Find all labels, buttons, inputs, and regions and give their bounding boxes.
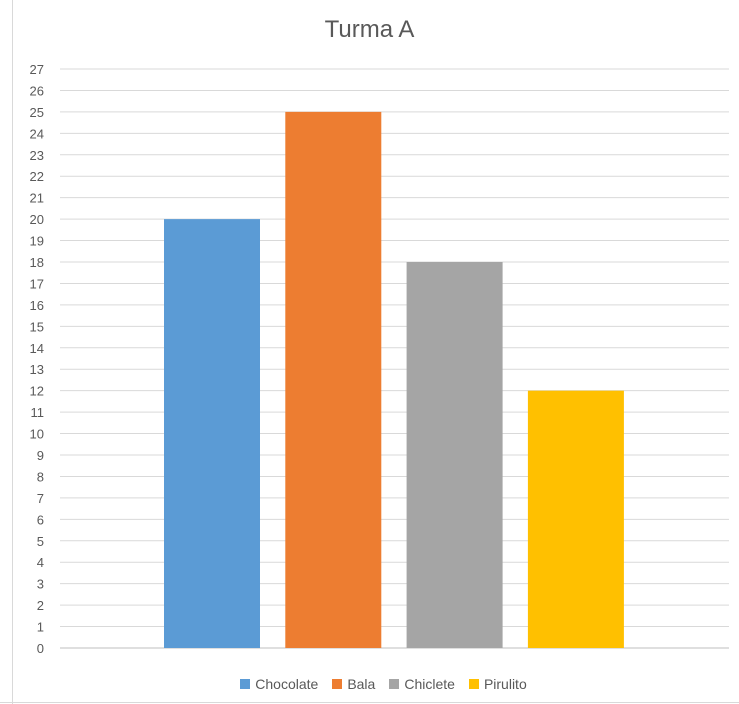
y-tick-label: 19 xyxy=(30,234,44,249)
legend-item-pirulito: Pirulito xyxy=(468,676,527,692)
bar-chiclete xyxy=(406,262,503,648)
y-tick-label: 0 xyxy=(37,641,44,656)
legend-swatch xyxy=(389,679,400,689)
legend-label: Pirulito xyxy=(483,676,527,692)
y-tick-label: 8 xyxy=(37,469,44,484)
legend-swatch xyxy=(468,679,479,689)
legend-item-chiclete: Chiclete xyxy=(389,676,455,692)
y-tick-label: 24 xyxy=(30,126,44,141)
y-tick-label: 16 xyxy=(30,298,44,313)
legend-swatch xyxy=(332,679,343,689)
bar-chocolate xyxy=(164,219,260,648)
y-tick-label: 15 xyxy=(30,319,44,334)
y-tick-label: 9 xyxy=(37,448,44,463)
y-tick-label: 23 xyxy=(30,148,44,163)
legend-label: Chiclete xyxy=(404,676,455,692)
bar-pirulito xyxy=(527,390,624,648)
y-tick-label: 5 xyxy=(37,534,44,549)
y-tick-label: 6 xyxy=(37,512,44,527)
legend-label: Bala xyxy=(347,676,376,692)
chart-legend: Chocolate Bala Chiclete Pirulito xyxy=(0,676,739,692)
y-tick-label: 22 xyxy=(30,169,44,184)
bar-bala xyxy=(285,111,382,648)
y-tick-label: 1 xyxy=(37,620,44,635)
y-tick-label: 2 xyxy=(37,598,44,613)
y-tick-label: 7 xyxy=(37,491,44,506)
y-tick-label: 26 xyxy=(30,83,44,98)
frame-bottom-border xyxy=(0,702,739,703)
y-tick-label: 18 xyxy=(30,255,44,270)
y-tick-label: 4 xyxy=(37,555,44,570)
y-tick-label: 12 xyxy=(30,384,44,399)
y-tick-label: 17 xyxy=(30,276,44,291)
y-tick-label: 10 xyxy=(30,427,44,442)
legend-label: Chocolate xyxy=(255,676,319,692)
y-tick-label: 3 xyxy=(37,577,44,592)
y-tick-label: 14 xyxy=(30,341,44,356)
y-tick-label: 27 xyxy=(30,62,44,77)
legend-swatch xyxy=(240,679,251,689)
chart-title: Turma A xyxy=(324,16,415,43)
legend-item-bala: Bala xyxy=(332,676,375,692)
y-tick-label: 21 xyxy=(30,191,44,206)
y-tick-label: 25 xyxy=(30,105,44,120)
frame-left-border xyxy=(12,0,13,704)
legend-item-chocolate: Chocolate xyxy=(240,676,318,692)
y-tick-label: 13 xyxy=(30,362,44,377)
y-tick-label: 11 xyxy=(31,405,45,420)
y-tick-label: 20 xyxy=(30,212,44,227)
